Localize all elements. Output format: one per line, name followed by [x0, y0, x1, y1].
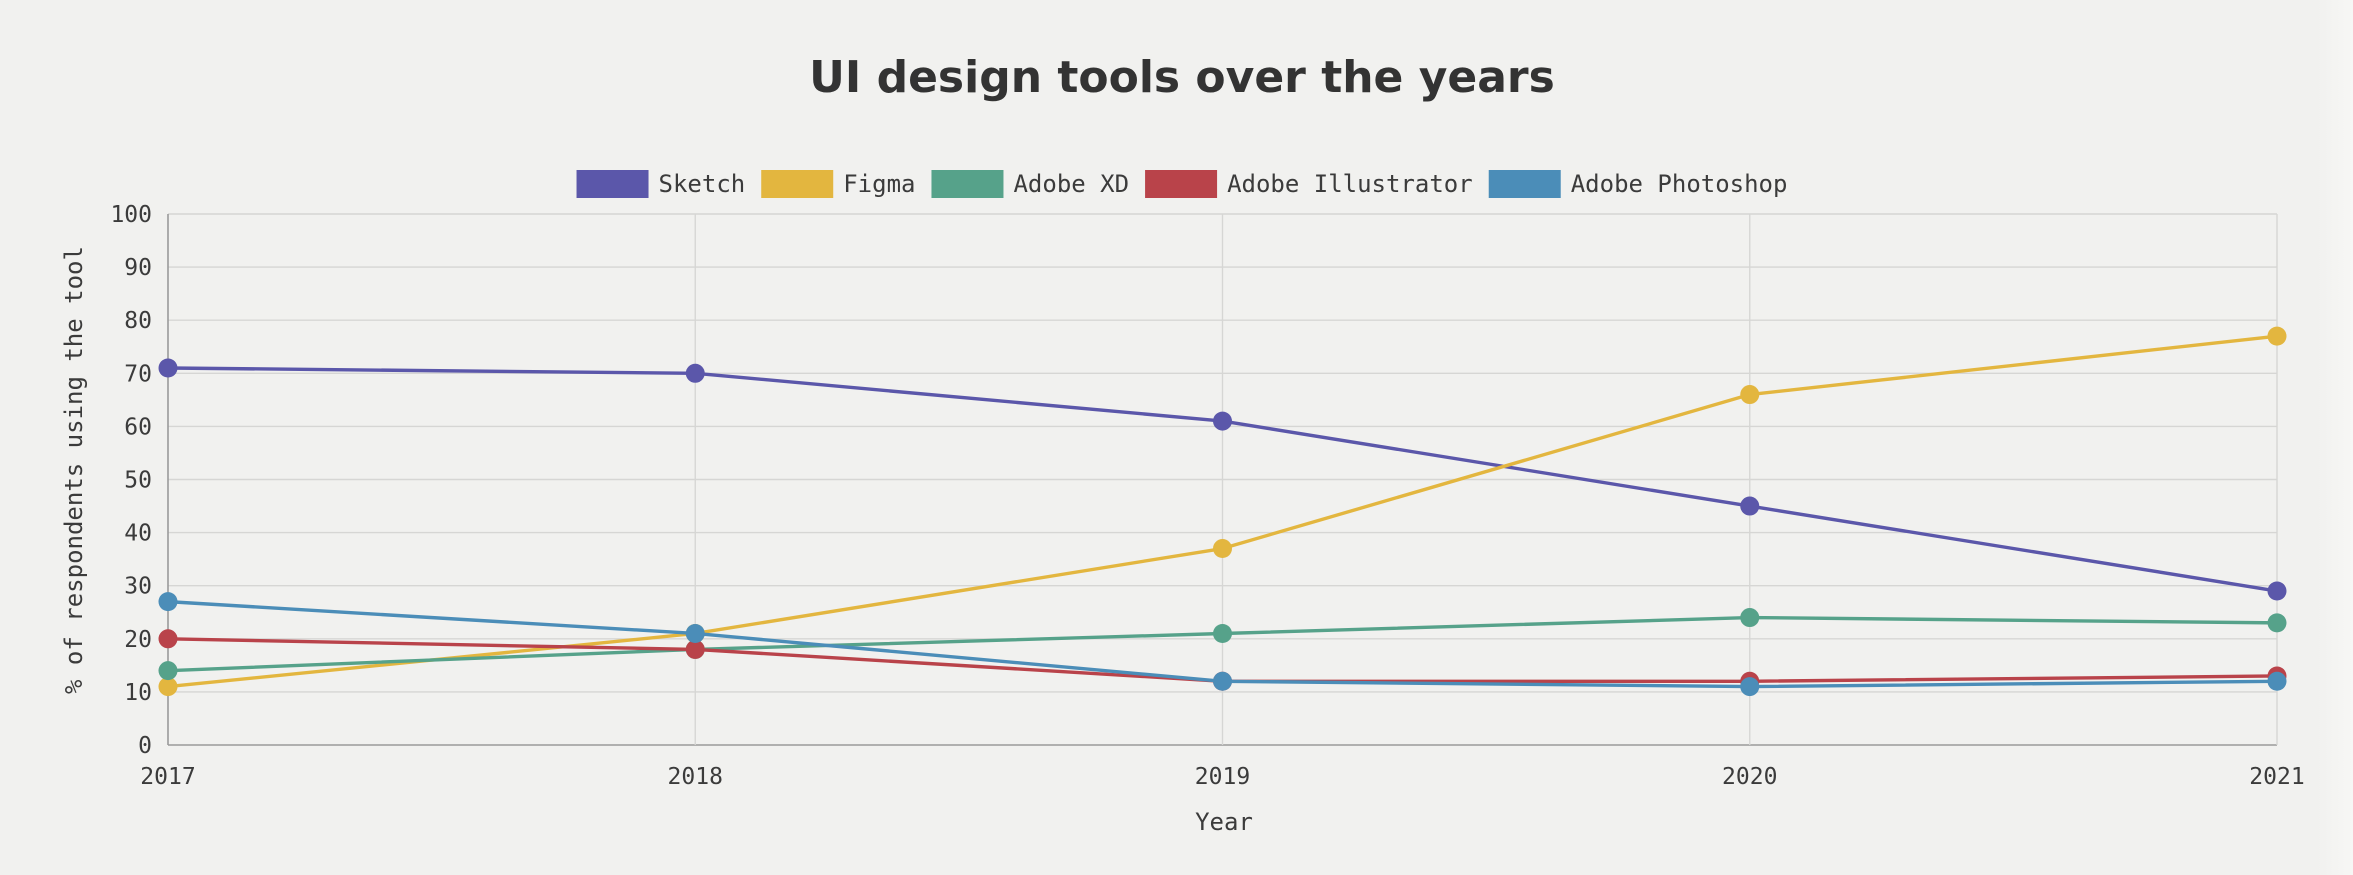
data-point[interactable] — [1740, 608, 1760, 628]
legend-item[interactable]: Sketch — [576, 170, 746, 198]
data-point[interactable] — [2267, 671, 2287, 691]
legend-swatch — [931, 170, 1004, 198]
x-tick-label: 2020 — [1722, 764, 1777, 790]
data-point[interactable] — [158, 592, 178, 612]
x-axis-label: Year — [1195, 808, 1253, 836]
y-tick-label: 60 — [124, 414, 152, 440]
page-edge-shade — [2317, 0, 2353, 875]
data-point[interactable] — [1213, 623, 1232, 643]
data-point[interactable] — [1213, 671, 1232, 691]
data-point[interactable] — [1213, 411, 1232, 431]
series-sketch — [158, 358, 2287, 601]
x-axis-ticks: 2017 2018 2019 2020 2021 — [140, 764, 2304, 790]
data-point[interactable] — [1213, 539, 1232, 559]
legend-label: Adobe Photoshop — [1571, 170, 1788, 198]
y-tick-label: 30 — [124, 574, 152, 600]
data-point[interactable] — [1740, 496, 1760, 516]
legend-swatch — [1488, 170, 1561, 198]
series-adobe-photoshop — [158, 592, 2287, 697]
data-point[interactable] — [158, 661, 178, 681]
y-axis-ticks: 0 10 20 30 40 50 60 70 80 90 100 — [110, 202, 152, 759]
y-tick-label: 20 — [124, 627, 152, 653]
legend-label: Sketch — [659, 170, 746, 198]
data-point[interactable] — [1740, 385, 1760, 405]
grid-lines — [167, 213, 2278, 746]
x-tick-label: 2019 — [1195, 764, 1250, 790]
y-tick-label: 0 — [138, 733, 152, 759]
series-group — [158, 326, 2287, 697]
legend: Sketch Figma Adobe XD Adobe Illustrator Adob… — [576, 170, 1788, 198]
y-tick-label: 50 — [124, 468, 152, 494]
y-tick-label: 90 — [124, 255, 152, 281]
y-axis-label: % of respondents using the tool — [60, 246, 88, 694]
legend-item[interactable]: Figma — [761, 170, 915, 198]
legend-swatch — [761, 170, 834, 198]
data-point[interactable] — [685, 363, 705, 383]
legend-label: Adobe Illustrator — [1227, 170, 1473, 198]
legend-item[interactable]: Adobe XD — [931, 170, 1129, 198]
x-tick-label: 2017 — [140, 764, 195, 790]
y-tick-label: 10 — [124, 680, 152, 706]
legend-label: Figma — [843, 170, 915, 198]
data-point[interactable] — [2267, 581, 2287, 601]
y-tick-label: 100 — [110, 202, 152, 228]
legend-label: Adobe XD — [1013, 170, 1129, 198]
chart-title: UI design tools over the years — [809, 52, 1555, 103]
data-point[interactable] — [1740, 677, 1760, 697]
data-point[interactable] — [158, 629, 178, 649]
data-point[interactable] — [158, 358, 178, 378]
data-point[interactable] — [685, 623, 705, 643]
legend-swatch — [576, 170, 649, 198]
data-point[interactable] — [2267, 613, 2287, 633]
data-point[interactable] — [2267, 326, 2287, 346]
legend-item[interactable]: Adobe Illustrator — [1145, 170, 1473, 198]
x-tick-label: 2021 — [2249, 764, 2304, 790]
legend-item[interactable]: Adobe Photoshop — [1488, 170, 1788, 198]
x-tick-label: 2018 — [668, 764, 723, 790]
y-tick-label: 70 — [124, 361, 152, 387]
data-point[interactable] — [685, 639, 705, 659]
data-point[interactable] — [158, 677, 178, 697]
legend-swatch — [1145, 170, 1218, 198]
y-tick-label: 40 — [124, 521, 152, 547]
y-tick-label: 80 — [124, 308, 152, 334]
